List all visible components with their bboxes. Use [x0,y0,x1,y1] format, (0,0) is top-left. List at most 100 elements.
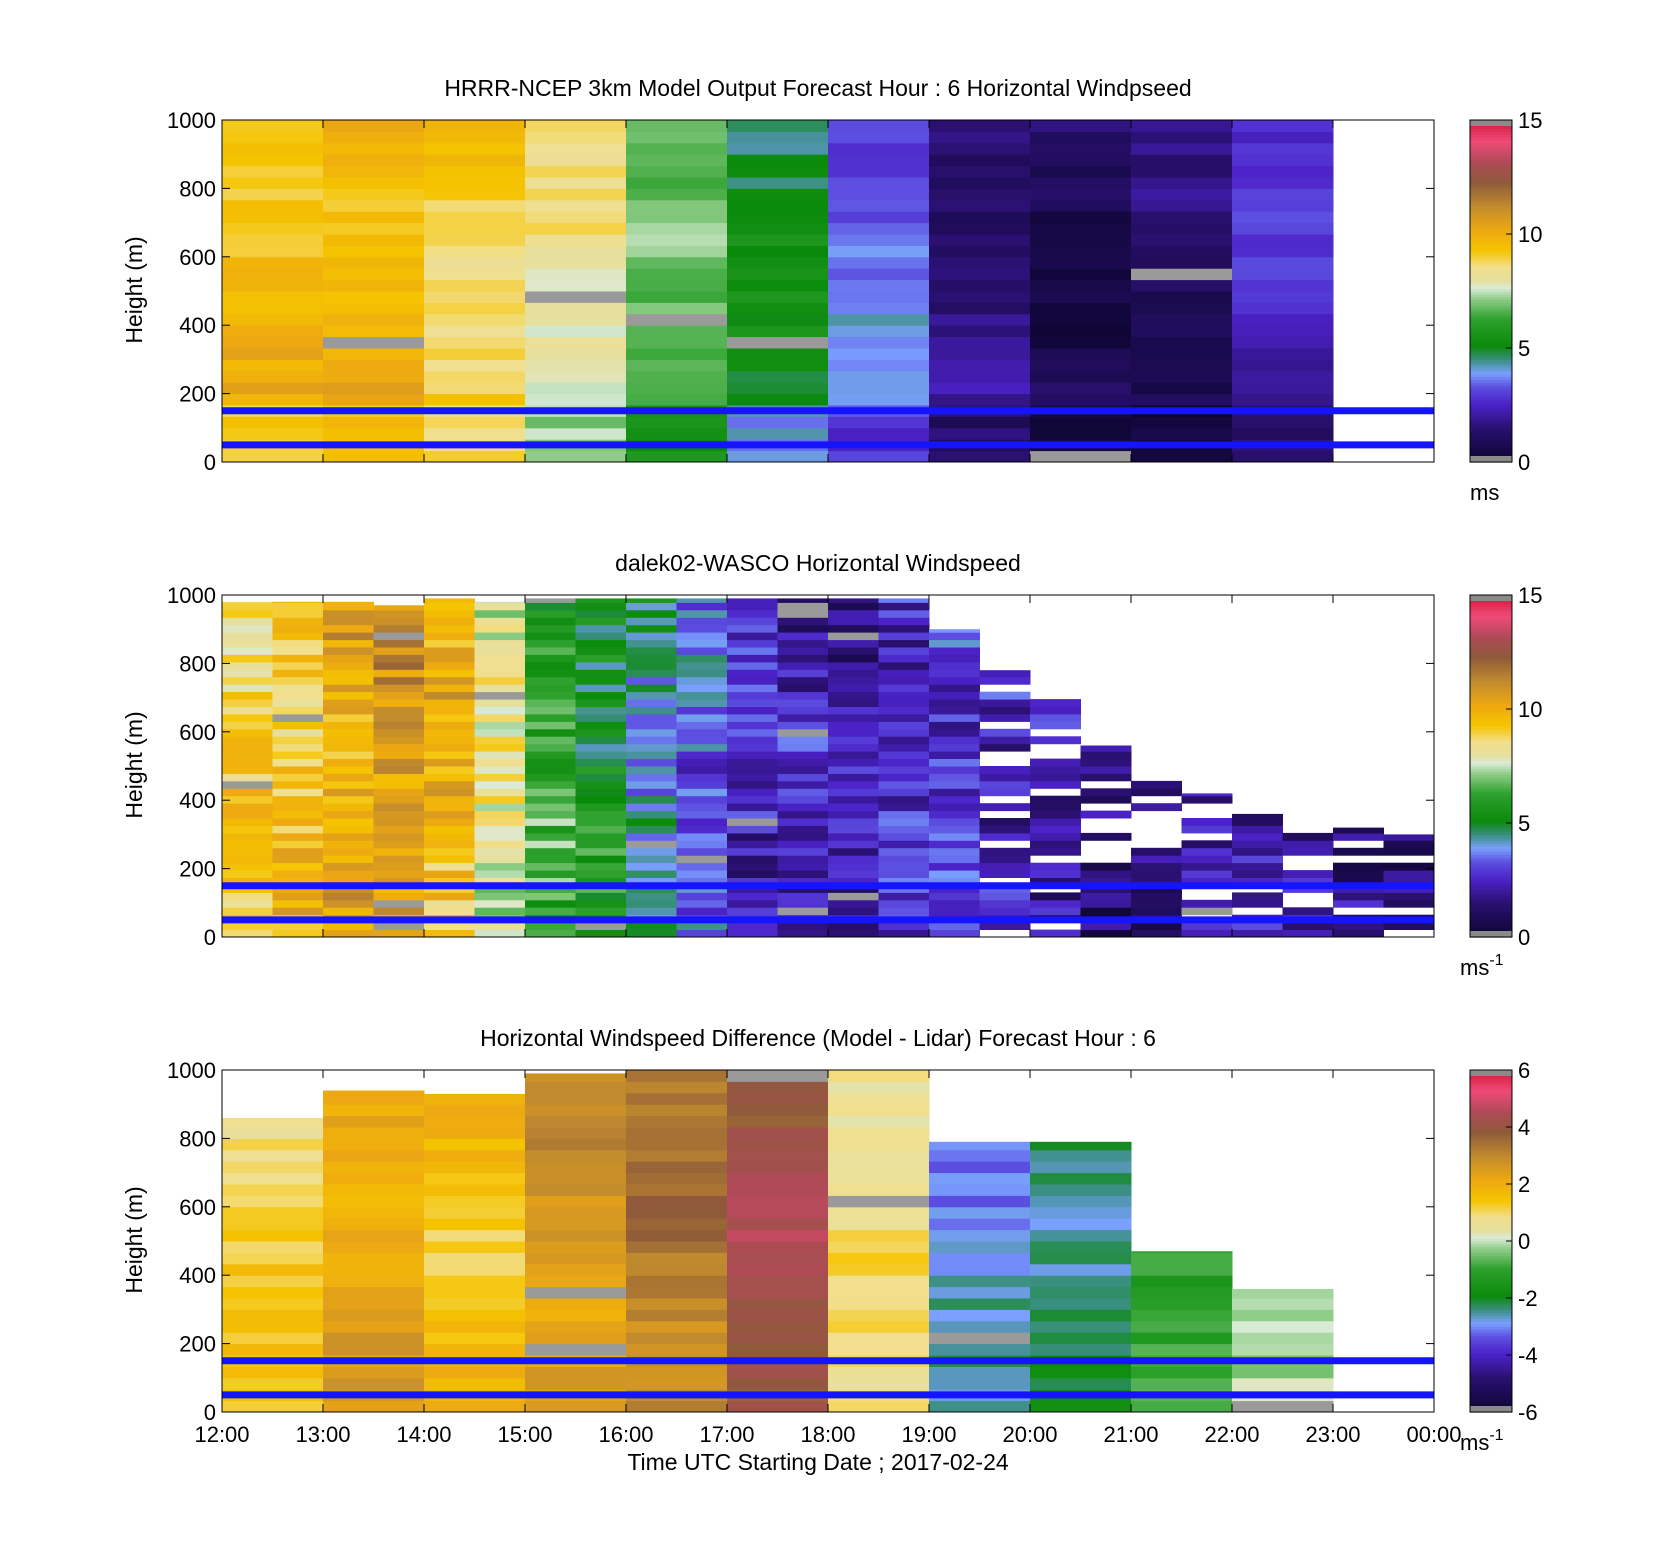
heatmap-cell [424,1286,526,1299]
heatmap-cell [878,691,930,700]
colorbar-segment [1470,731,1512,736]
colorbar-segment [1470,919,1512,924]
heatmap-cell [323,348,425,360]
heatmap-cell [1232,165,1334,178]
colorbar-segment [1470,285,1512,289]
heatmap-cell [1232,234,1334,246]
colorbar-segment [1470,1166,1512,1171]
heatmap-cell [727,1252,829,1265]
heatmap-cell [1131,199,1233,212]
heatmap-cell [1030,877,1081,886]
heatmap-cell [222,1172,324,1185]
heatmap-cell [222,624,273,633]
colorbar-segment [1470,1383,1512,1387]
colorbar-segment [1470,854,1512,858]
colorbar-segment [1470,1260,1512,1265]
heatmap-cell [575,669,627,678]
heatmap-cell [1080,877,1132,886]
heatmap-cell [1232,427,1334,440]
heatmap-column [777,598,829,938]
heatmap-cell [1232,177,1334,189]
heatmap-cell [878,870,930,878]
heatmap-cell [323,1343,425,1356]
heatmap-cell [323,199,425,212]
heatmap-cell [626,234,728,246]
heatmap-column [979,670,1031,930]
colorbar-segment [1470,1326,1512,1330]
heatmap-cell [1282,922,1334,930]
heatmap-cell [828,256,930,269]
colorbar-segment [1470,902,1512,907]
heatmap-cell [525,892,576,901]
heatmap-cell [525,1286,627,1299]
heatmap-cell [424,234,526,246]
heatmap-column [929,629,980,938]
colorbar-segment [1470,1295,1512,1299]
heatmap-cell [525,669,576,678]
heatmap-cell [929,131,1031,144]
heatmap-cell [1030,1149,1132,1162]
colorbar-segment [1470,1201,1512,1205]
heatmap-cell [828,382,930,395]
heatmap-cell [828,1206,930,1219]
heatmap-cell [727,862,778,871]
heatmap-cell [626,256,728,269]
heatmap-cell [727,870,778,878]
colorbar-segment [1470,319,1512,323]
heatmap-cell [676,647,728,655]
heatmap-cell [727,1400,829,1413]
colorbar-segment [1470,629,1512,633]
heatmap-cell [424,922,475,930]
panel-2-ylabel: Height (m) [121,711,147,818]
colorbar-segment [1470,911,1512,915]
heatmap-cell [626,211,728,224]
heatmap-cell [424,1184,526,1196]
colorbar-segment [1470,1300,1512,1305]
heatmap-cell [323,922,374,930]
heatmap-cell [1030,832,1081,841]
heatmap-cell [222,766,273,774]
heatmap-cell [1282,929,1334,938]
heatmap-cell [777,929,829,938]
heatmap-cell [676,609,728,618]
heatmap-cell [727,922,778,930]
heatmap-cell [1232,131,1334,144]
heatmap-cell [626,617,677,626]
colorbar-segment [1470,296,1512,301]
heatmap-cell [373,721,425,730]
heatmap-column [525,598,576,938]
heatmap-cell [626,1263,728,1276]
colorbar-segment [1470,1218,1512,1222]
heatmap-cell [929,1298,1031,1310]
heatmap-cell [272,795,324,804]
heatmap-cell [373,751,425,759]
heatmap-cell [424,370,526,383]
heatmap-cell [222,336,324,349]
heatmap-cell [373,862,425,871]
heatmap-cell [878,632,930,641]
colorbar-segment [1470,897,1512,901]
heatmap-cell [525,359,627,372]
heatmap-cell [929,818,980,826]
heatmap-cell [929,751,980,759]
heatmap-column [828,598,879,938]
colorbar-segment [1470,1195,1512,1199]
colorbar-segment [1470,276,1512,281]
heatmap-cell [222,862,273,871]
heatmap-cell [373,810,425,819]
heatmap-cell [222,1332,324,1345]
heatmap-cell [1131,892,1182,901]
heatmap-cell [272,714,324,722]
heatmap-cell [727,256,829,269]
heatmap-cell [474,825,526,834]
heatmap-cell [828,1115,930,1128]
colorbar-segment [1470,831,1512,835]
colorbar-segment [1470,680,1512,684]
heatmap-cell [878,699,930,707]
heatmap-cell [272,825,324,834]
heatmap-cell [878,751,930,759]
heatmap-column [929,1141,1031,1413]
heatmap-cell [727,617,778,626]
colorbar-segment [1470,1226,1512,1231]
heatmap-cell [1181,793,1233,797]
